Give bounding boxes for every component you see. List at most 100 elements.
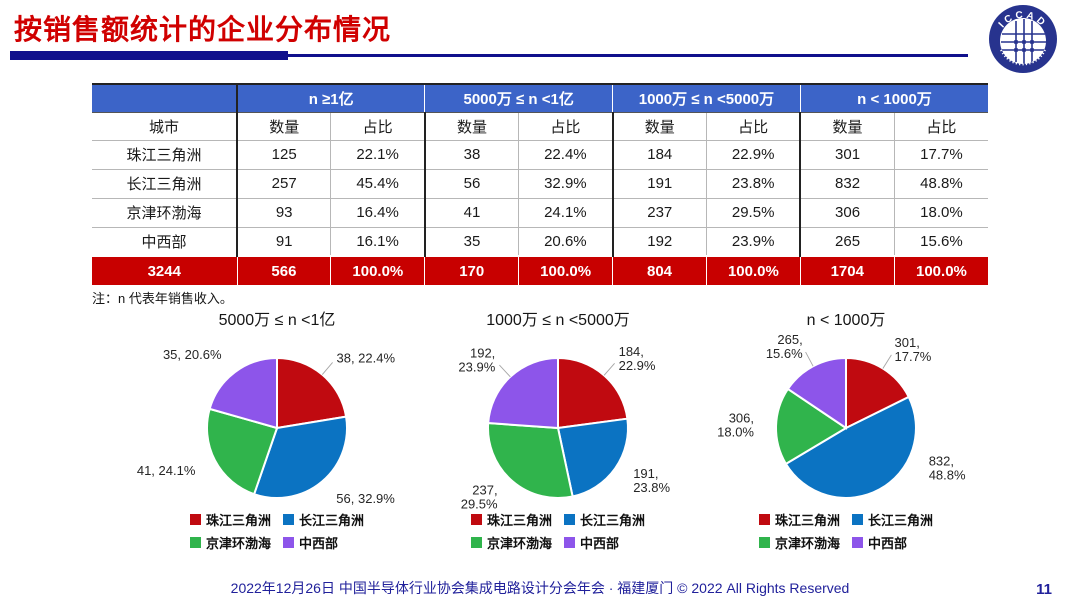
total-value-cell: 170 xyxy=(424,255,519,285)
value-cell: 23.8% xyxy=(705,168,801,198)
legend-item: 长江三角洲 xyxy=(852,510,933,529)
legend-item: 中西部 xyxy=(283,533,364,552)
legend-label: 长江三角洲 xyxy=(580,513,646,528)
legend-item: 珠江三角洲 xyxy=(758,510,840,529)
pie-slice-长江三角洲 xyxy=(784,395,917,499)
value-cell: 23.9% xyxy=(705,226,801,256)
share-header: 占比 xyxy=(893,112,989,140)
value-cell: 56 xyxy=(423,168,519,198)
pie-slice-中西部 xyxy=(786,356,847,430)
label-leader-line xyxy=(321,362,333,375)
pie-svg: 184, 22.9% 191, 23.8% 237, 29.5% 192, 23.9% xyxy=(458,344,670,512)
legend-label: 长江三角洲 xyxy=(868,513,934,528)
table-total-row: 3244 566 100.0% 170 100.0% 804 100.0% 1704 100.0… xyxy=(92,255,989,285)
legend-item: 京津环渤海 xyxy=(189,533,271,552)
value-cell: 93 xyxy=(236,197,331,227)
legend-swatch-icon xyxy=(852,514,863,525)
value-cell: 35 xyxy=(423,226,519,256)
chart-title: 1000万 ≤ n <5000万 xyxy=(486,312,630,329)
pie-data-label: 184, 22.9% xyxy=(619,344,656,373)
pie-data-label: 56, 32.9% xyxy=(336,491,395,506)
pie-slice-珠江三角洲 xyxy=(557,356,629,430)
pie-data-label: 832, 48.8% xyxy=(929,453,966,482)
pie-data-label: 191, 23.8% xyxy=(633,466,670,495)
legend-item: 珠江三角洲 xyxy=(189,510,271,529)
value-cell: 48.8% xyxy=(893,168,989,198)
table-subheader-row: 城市 数量 占比 数量 占比 数量 占比 数量 占比 xyxy=(92,112,989,140)
label-leader-line xyxy=(603,363,615,376)
total-city-cell: 3244 xyxy=(92,255,237,285)
pie-chart-1: 5000万 ≤ n <1亿 38, 22.4% 56, 32.9% 41, 24.1%… xyxy=(117,306,437,552)
legend-item: 长江三角洲 xyxy=(283,510,364,529)
legend-swatch-icon xyxy=(564,514,575,525)
pie-slice-中西部 xyxy=(208,356,278,430)
legend-swatch-icon xyxy=(470,514,482,525)
legend-swatch-icon xyxy=(852,537,863,548)
count-header: 数量 xyxy=(611,112,707,140)
value-cell: 265 xyxy=(799,226,895,256)
value-cell: 237 xyxy=(611,197,707,227)
pie-data-label: 41, 24.1% xyxy=(137,463,196,478)
total-value-cell: 100.0% xyxy=(330,255,425,285)
value-cell: 24.1% xyxy=(518,197,613,227)
pie-slice-长江三角洲 xyxy=(556,417,629,498)
value-cell: 45.4% xyxy=(330,168,425,198)
value-cell: 41 xyxy=(423,197,519,227)
legend-label: 中西部 xyxy=(868,536,908,551)
legend-swatch-icon xyxy=(758,514,770,525)
value-cell: 17.7% xyxy=(893,139,989,169)
iccad-logo-icon: ICCAD xyxy=(989,5,1057,73)
total-value-cell: 804 xyxy=(612,255,707,285)
share-header: 占比 xyxy=(330,112,425,140)
value-cell: 257 xyxy=(236,168,331,198)
legend-item: 长江三角洲 xyxy=(564,510,645,529)
chart-title: 5000万 ≤ n <1亿 xyxy=(218,312,336,329)
count-header: 数量 xyxy=(799,112,895,140)
title-divider-thin xyxy=(288,54,968,57)
pie-slice-京津环渤海 xyxy=(487,421,574,499)
total-value-cell: 566 xyxy=(236,255,331,285)
legend-swatch-icon xyxy=(470,537,482,548)
sales-distribution-table: n ≥1亿 5000万 ≤ n <1亿 1000万 ≤ n <5000万 n < 10… xyxy=(92,83,989,285)
value-cell: 22.9% xyxy=(705,139,801,169)
legend-label: 长江三角洲 xyxy=(299,513,365,528)
pie-data-label: 265, 15.6% xyxy=(766,332,803,361)
legend-swatch-icon xyxy=(758,537,770,548)
pie-data-label: 301, 17.7% xyxy=(895,335,932,364)
value-cell: 91 xyxy=(236,226,331,256)
page-title: 按销售额统计的企业分布情况 xyxy=(14,14,392,45)
total-value-cell: 100.0% xyxy=(705,255,801,285)
legend-swatch-icon xyxy=(564,537,575,548)
legend-label: 中西部 xyxy=(580,536,620,551)
value-cell: 29.5% xyxy=(705,197,801,227)
pie-slice-京津环渤海 xyxy=(775,387,848,466)
share-header: 占比 xyxy=(518,112,613,140)
legend-swatch-icon xyxy=(189,537,201,548)
label-leader-line xyxy=(805,351,814,367)
table-row: 长江三角洲 257 45.4% 56 32.9% 191 23.8% 832 48.8% xyxy=(92,168,989,198)
legend-item: 珠江三角洲 xyxy=(470,510,552,529)
chart-title: n < 1000万 xyxy=(806,312,886,329)
legend-item: 中西部 xyxy=(852,533,933,552)
city-cell: 珠江三角洲 xyxy=(92,139,237,169)
value-cell: 32.9% xyxy=(518,168,613,198)
pie-data-label: 306, 18.0% xyxy=(717,411,754,440)
pie-svg: 301, 17.7% 832, 48.8% 306, 18.0% 265, 15.6% xyxy=(717,332,966,499)
legend-swatch-icon xyxy=(283,514,294,525)
table-row: 珠江三角洲 125 22.1% 38 22.4% 184 22.9% 301 17.7% xyxy=(92,139,989,169)
pie-data-label: 192, 23.9% xyxy=(458,346,495,375)
page-number: 11 xyxy=(1036,581,1052,598)
value-cell: 16.4% xyxy=(330,197,425,227)
pie-chart-3: n < 1000万 301, 17.7% 832, 48.8% 306, 18.0% 265,… xyxy=(686,306,1006,552)
total-value-cell: 100.0% xyxy=(518,255,613,285)
chart-legend: 珠江三角洲 长江三角洲京津环渤海 中西部 xyxy=(117,510,437,552)
value-cell: 306 xyxy=(799,197,895,227)
value-cell: 16.1% xyxy=(330,226,425,256)
value-cell: 18.0% xyxy=(893,197,989,227)
city-header: 城市 xyxy=(148,118,179,136)
legend-label: 珠江三角洲 xyxy=(486,513,552,528)
legend-label: 珠江三角洲 xyxy=(205,513,271,528)
legend-item: 京津环渤海 xyxy=(470,533,552,552)
table-group-header-row: n ≥1亿 5000万 ≤ n <1亿 1000万 ≤ n <5000万 n < 10… xyxy=(92,83,989,113)
